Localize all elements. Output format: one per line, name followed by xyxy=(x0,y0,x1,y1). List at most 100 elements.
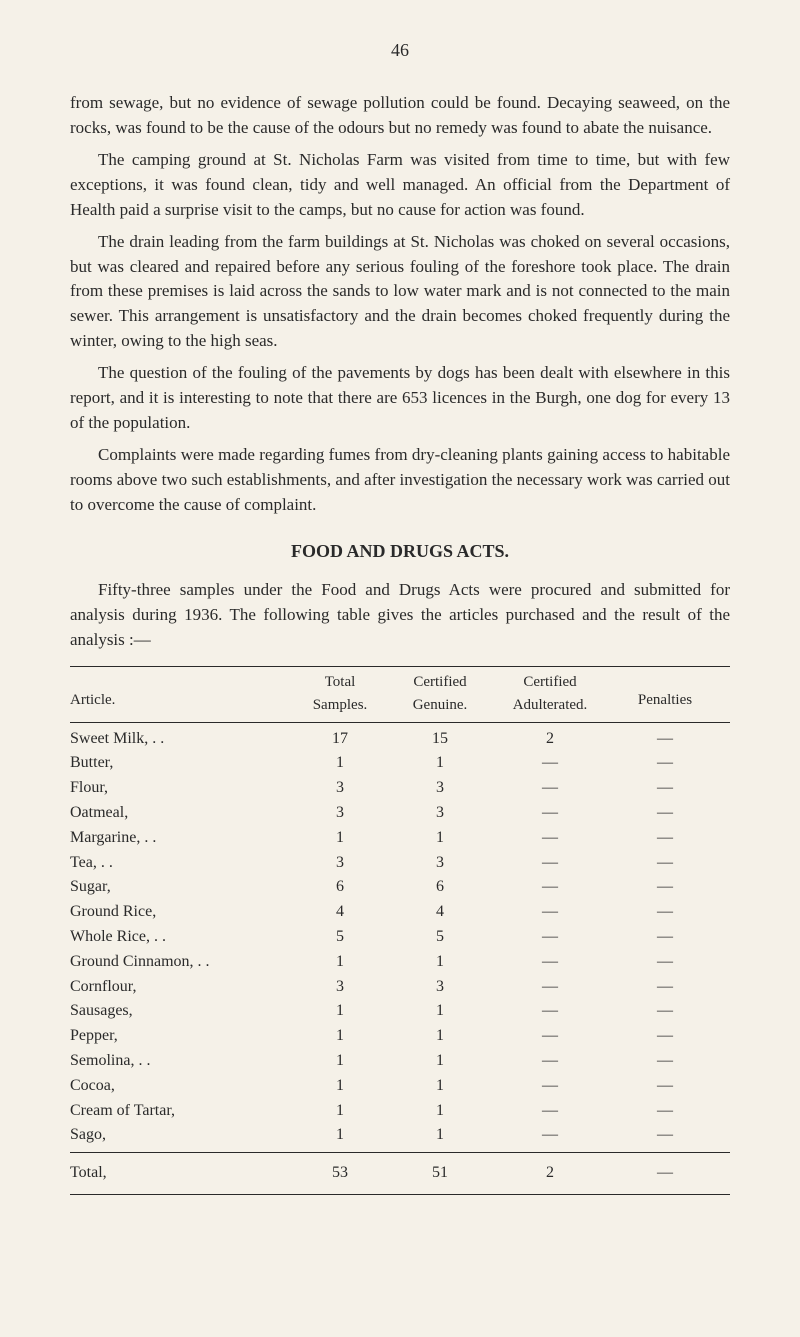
table-row: Cream of Tartar,11—— xyxy=(70,1099,730,1124)
adulterated-value: — xyxy=(490,851,610,876)
genuine-value: 1 xyxy=(390,1123,490,1148)
adulterated-value: — xyxy=(490,875,610,900)
table-row: Ground Rice,44—— xyxy=(70,900,730,925)
article-name: Tea, . . xyxy=(70,851,290,876)
total-value: 6 xyxy=(290,875,390,900)
table-total-line-top xyxy=(70,1152,730,1153)
penalties-value: — xyxy=(610,975,720,1000)
table-row: Ground Cinnamon, . .11—— xyxy=(70,950,730,975)
total-penalties: — xyxy=(610,1161,720,1186)
penalties-value: — xyxy=(610,1024,720,1049)
genuine-value: 3 xyxy=(390,851,490,876)
article-name: Butter, xyxy=(70,751,290,776)
header-article: Article. xyxy=(70,671,290,718)
genuine-value: 3 xyxy=(390,975,490,1000)
penalties-value: — xyxy=(610,727,720,752)
penalties-value: — xyxy=(610,900,720,925)
adulterated-value: — xyxy=(490,925,610,950)
total-genuine: 51 xyxy=(390,1161,490,1186)
table-row: Semolina, . .11—— xyxy=(70,1049,730,1074)
header-genuine: CertifiedGenuine. xyxy=(390,671,490,718)
paragraph-5: Complaints were made regarding fumes fro… xyxy=(70,443,730,517)
adulterated-value: — xyxy=(490,1099,610,1124)
adulterated-value: — xyxy=(490,826,610,851)
table-row: Sausages,11—— xyxy=(70,999,730,1024)
adulterated-value: — xyxy=(490,1123,610,1148)
section-title: FOOD AND DRUGS ACTS. xyxy=(70,541,730,562)
penalties-value: — xyxy=(610,826,720,851)
header-adulterated: CertifiedAdulterated. xyxy=(490,671,610,718)
article-name: Cocoa, xyxy=(70,1074,290,1099)
total-value: 1 xyxy=(290,1024,390,1049)
total-value: 1 xyxy=(290,1074,390,1099)
table-row: Sugar,66—— xyxy=(70,875,730,900)
article-name: Flour, xyxy=(70,776,290,801)
paragraph-2: The camping ground at St. Nicholas Farm … xyxy=(70,148,730,222)
header-total: TotalSamples. xyxy=(290,671,390,718)
genuine-value: 1 xyxy=(390,999,490,1024)
total-value: 17 xyxy=(290,727,390,752)
total-value: 3 xyxy=(290,975,390,1000)
adulterated-value: 2 xyxy=(490,727,610,752)
total-value: 1 xyxy=(290,751,390,776)
adulterated-value: — xyxy=(490,1049,610,1074)
genuine-value: 15 xyxy=(390,727,490,752)
total-value: 1 xyxy=(290,1049,390,1074)
penalties-value: — xyxy=(610,851,720,876)
paragraph-1: from sewage, but no evidence of sewage p… xyxy=(70,91,730,140)
penalties-value: — xyxy=(610,776,720,801)
adulterated-value: — xyxy=(490,1074,610,1099)
table-row: Tea, . .33—— xyxy=(70,851,730,876)
adulterated-value: — xyxy=(490,975,610,1000)
total-adulterated: 2 xyxy=(490,1161,610,1186)
adulterated-value: — xyxy=(490,999,610,1024)
total-value: 1 xyxy=(290,999,390,1024)
penalties-value: — xyxy=(610,801,720,826)
genuine-value: 1 xyxy=(390,1074,490,1099)
total-value: 3 xyxy=(290,851,390,876)
total-value: 4 xyxy=(290,900,390,925)
table-row: Cocoa,11—— xyxy=(70,1074,730,1099)
genuine-value: 3 xyxy=(390,776,490,801)
total-value: 3 xyxy=(290,801,390,826)
article-name: Sweet Milk, . . xyxy=(70,727,290,752)
food-drugs-table: Article. TotalSamples. CertifiedGenuine.… xyxy=(70,666,730,1195)
total-value: 5 xyxy=(290,925,390,950)
header-penalties: Penalties xyxy=(610,671,720,718)
article-name: Ground Cinnamon, . . xyxy=(70,950,290,975)
table-row: Sweet Milk, . .17152— xyxy=(70,727,730,752)
table-row: Flour,33—— xyxy=(70,776,730,801)
penalties-value: — xyxy=(610,1049,720,1074)
adulterated-value: — xyxy=(490,751,610,776)
table-total-line-bottom xyxy=(70,1194,730,1195)
article-name: Cream of Tartar, xyxy=(70,1099,290,1124)
table-total-row: Total, 53 51 2 — xyxy=(70,1157,730,1190)
genuine-value: 6 xyxy=(390,875,490,900)
adulterated-value: — xyxy=(490,1024,610,1049)
page-number: 46 xyxy=(70,40,730,61)
paragraph-3: The drain leading from the farm building… xyxy=(70,230,730,353)
article-name: Sausages, xyxy=(70,999,290,1024)
table-top-line xyxy=(70,666,730,667)
penalties-value: — xyxy=(610,1074,720,1099)
total-value: 1 xyxy=(290,1123,390,1148)
genuine-value: 5 xyxy=(390,925,490,950)
genuine-value: 1 xyxy=(390,1024,490,1049)
table-body: Sweet Milk, . .17152—Butter,11——Flour,33… xyxy=(70,727,730,1149)
article-name: Whole Rice, . . xyxy=(70,925,290,950)
article-name: Cornflour, xyxy=(70,975,290,1000)
table-header-line xyxy=(70,722,730,723)
table-row: Cornflour,33—— xyxy=(70,975,730,1000)
genuine-value: 1 xyxy=(390,751,490,776)
penalties-value: — xyxy=(610,1099,720,1124)
article-name: Semolina, . . xyxy=(70,1049,290,1074)
penalties-value: — xyxy=(610,999,720,1024)
adulterated-value: — xyxy=(490,776,610,801)
table-header-row: Article. TotalSamples. CertifiedGenuine.… xyxy=(70,671,730,718)
adulterated-value: — xyxy=(490,900,610,925)
total-value: 1 xyxy=(290,950,390,975)
adulterated-value: — xyxy=(490,801,610,826)
penalties-value: — xyxy=(610,925,720,950)
penalties-value: — xyxy=(610,751,720,776)
article-name: Sago, xyxy=(70,1123,290,1148)
